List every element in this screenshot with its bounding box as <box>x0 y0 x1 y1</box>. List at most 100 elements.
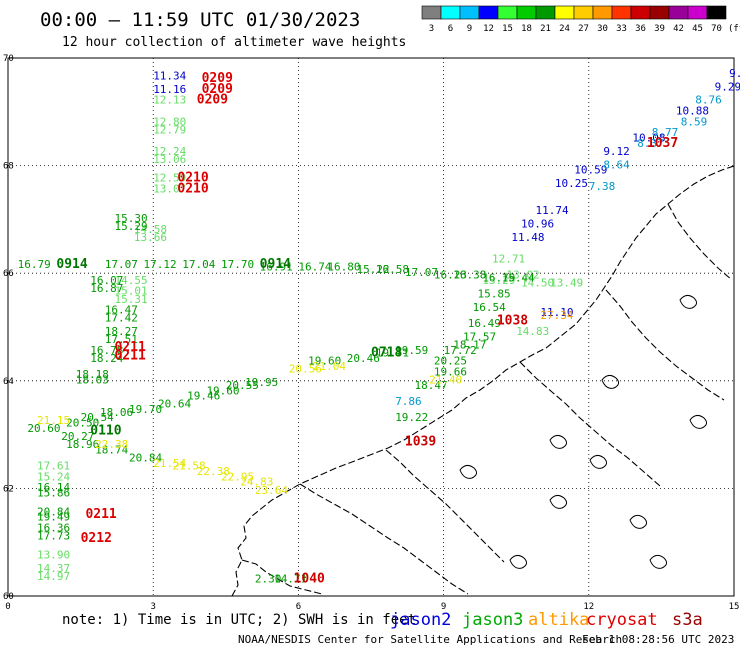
scale-label: 33 <box>616 24 627 34</box>
coastline <box>231 165 735 597</box>
wave-height-label: 7.38 <box>589 180 616 193</box>
wave-height-label: 15.01 <box>114 285 147 298</box>
y-tick-label: 70 <box>3 54 14 64</box>
wave-height-label: 14.37 <box>37 562 70 575</box>
wave-height-label: 19.70 <box>129 403 162 416</box>
pass-time-tag: 0211 <box>85 507 116 522</box>
wave-height-label: 20.56 <box>289 363 322 376</box>
scale-swatch <box>459 5 480 20</box>
scale-swatch <box>649 5 670 20</box>
wave-height-label: 24.83 <box>240 476 273 489</box>
wave-height-label: 12.24 <box>153 145 186 158</box>
scale-swatch <box>630 5 651 20</box>
coastline-segment <box>299 483 469 595</box>
island-outline <box>549 434 568 449</box>
wave-height-label: 17.07 <box>405 266 438 279</box>
wave-height-label: 10.96 <box>521 217 554 230</box>
wave-height-label: 16.49 <box>468 317 501 330</box>
island-outline <box>509 554 528 569</box>
wave-height-label: 8.76 <box>695 94 722 107</box>
pass-time-tag: 1037 <box>647 136 678 151</box>
coastline-segment <box>605 289 725 401</box>
wave-height-label: 17.51 <box>105 333 138 346</box>
wave-height-label: 17.07 <box>105 258 138 271</box>
wave-height-label: 21.04 <box>313 360 346 373</box>
wave-height-label: 19.66 <box>434 365 467 378</box>
wave-height-label: 19.49 <box>37 511 70 524</box>
wave-height-label: 15.24 <box>37 470 70 483</box>
wave-height-label: 15.31 <box>114 293 147 306</box>
island-outline <box>549 494 568 509</box>
wave-height-label: 20.46 <box>347 352 380 365</box>
chart-subtitle: 12 hour collection of altimeter wave hei… <box>62 35 406 50</box>
wave-height-label: 18.47 <box>415 379 448 392</box>
scale-label: 27 <box>578 24 589 34</box>
scale-swatch <box>573 5 594 20</box>
y-tick-label: 68 <box>3 162 14 172</box>
scale-swatch <box>668 5 689 20</box>
wave-height-label: 21.15 <box>37 414 70 427</box>
scale-swatch <box>687 5 708 20</box>
scale-label: 18 <box>521 24 532 34</box>
scale-swatch <box>440 5 461 20</box>
wave-height-label: 9.12 <box>603 145 630 158</box>
wave-height-label: 21.58 <box>173 460 206 473</box>
pass-time-tag: 0110 <box>90 424 121 439</box>
pass-time-tag: 1040 <box>294 572 325 587</box>
wave-height-label: 19.60 <box>206 384 239 397</box>
pass-time-tag: 0209 <box>202 71 233 86</box>
wave-height-label: 14.50 <box>521 277 554 290</box>
wave-height-label: 9.3 <box>729 67 740 80</box>
scale-swatch <box>592 5 613 20</box>
pass-tags: 0209020902090210021002110211021102120914… <box>56 71 678 586</box>
axis-ticks: 0 3 6 9 12 15 60 62 64 66 68 70 <box>3 54 739 612</box>
wave-height-label: 21.40 <box>429 373 462 386</box>
wave-height-label: 20.50 <box>66 417 99 430</box>
wave-height-label: 12.13 <box>153 94 186 107</box>
island-outline <box>601 374 620 389</box>
pass-time-tag: 0914 <box>56 257 87 272</box>
wave-height-label: 10.88 <box>676 104 709 117</box>
scale-label: 24 <box>559 24 570 34</box>
wave-height-label: 20.84 <box>37 505 70 518</box>
scale-swatch <box>706 5 727 20</box>
wave-height-label: 11.48 <box>511 231 544 244</box>
wave-height-label: 17.04 <box>182 258 215 271</box>
wave-height-label: 15.44 <box>502 271 535 284</box>
scale-label: 21 <box>540 24 551 34</box>
wave-height-label: 20.25 <box>434 355 467 368</box>
scale-label: 36 <box>635 24 646 34</box>
wave-height-label: 10.25 <box>555 177 588 190</box>
x-tick-label: 15 <box>729 602 740 612</box>
pass-time-tag: 0211 <box>114 340 145 355</box>
wave-height-label: 11.16 <box>153 83 186 96</box>
wave-height-label: 2.30 <box>255 573 282 586</box>
wave-height-label: 17.12 <box>144 258 177 271</box>
chart-title: 00:00 – 11:59 UTC 01/30/2023 <box>40 9 360 31</box>
scale-label: 12 <box>483 24 494 34</box>
pass-time-tag: 1038 <box>497 313 528 328</box>
scale-label: 42 <box>673 24 684 34</box>
wave-height-label: 12.71 <box>492 252 525 265</box>
wave-height-label: 20.54 <box>81 411 114 424</box>
wave-height-label: 22.38 <box>95 438 128 451</box>
pass-time-tag: 0210 <box>177 171 208 186</box>
wave-height-label: 16.47 <box>105 304 138 317</box>
wave-height-label: 20.60 <box>27 422 60 435</box>
wave-height-label: 22.95 <box>221 470 254 483</box>
wave-height-label: 14.83 <box>516 325 549 338</box>
wave-height-label: 16.38 <box>453 269 486 282</box>
scale-label: 15 <box>502 24 513 34</box>
wave-height-label: 12.80 <box>153 115 186 128</box>
pass-time-tag: 0211 <box>114 348 145 363</box>
wave-height-label: 18.96 <box>66 438 99 451</box>
wave-height-label: 8.37 <box>637 137 664 150</box>
island-outline <box>679 294 698 309</box>
wave-height-label: 13.06 <box>153 153 186 166</box>
coastline-segment <box>519 361 661 487</box>
wave-height-label: 17.42 <box>105 312 138 325</box>
